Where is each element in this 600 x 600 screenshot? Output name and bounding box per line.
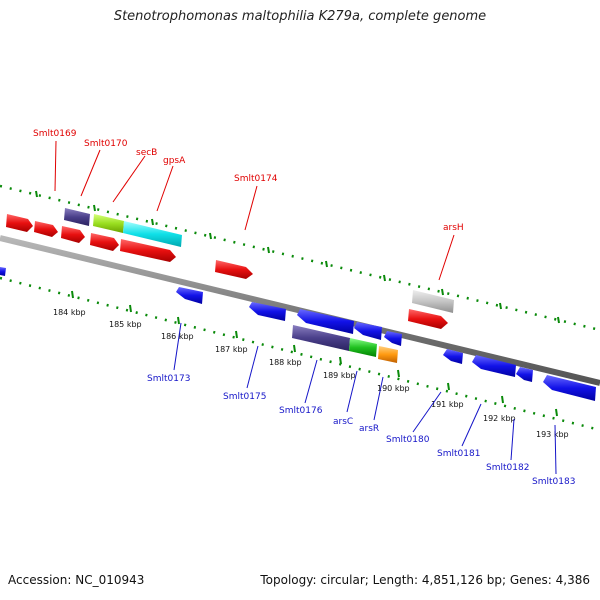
gene-label-gpsa: gpsA bbox=[163, 156, 186, 166]
genome-stats-text: Topology: circular; Length: 4,851,126 bp… bbox=[260, 573, 590, 587]
kbp-labels: 184 kbp 185 kbp 186 kbp 187 kbp 188 kbp … bbox=[53, 308, 569, 439]
gene-arrow[interactable] bbox=[6, 214, 33, 232]
gene-arrow[interactable] bbox=[408, 309, 448, 329]
kbp-label: 190 kbp bbox=[377, 384, 410, 393]
gene-label-arsc: arsC bbox=[333, 417, 353, 427]
kbp-label: 188 kbp bbox=[269, 358, 302, 367]
forward-genes[interactable] bbox=[6, 208, 454, 329]
reverse-label-leaders bbox=[173, 322, 557, 475]
gene-label-smlt0181: Smlt0181 bbox=[437, 449, 480, 459]
gene-label-smlt0175: Smlt0175 bbox=[223, 392, 266, 402]
gene-label-smlt0170: Smlt0170 bbox=[84, 139, 128, 149]
gene-label-arsh: arsH bbox=[443, 223, 464, 233]
reverse-gene-labels: Smlt0173 Smlt0175 Smlt0176 arsC arsR Sml… bbox=[147, 374, 575, 487]
gene-arrow[interactable] bbox=[34, 221, 58, 237]
kbp-label: 191 kbp bbox=[431, 400, 464, 409]
gene-arrow[interactable] bbox=[292, 325, 350, 351]
gene-arrow[interactable] bbox=[384, 331, 402, 346]
gene-label-smlt0180: Smlt0180 bbox=[386, 435, 430, 445]
reverse-genes[interactable] bbox=[0, 267, 596, 401]
kbp-label: 187 kbp bbox=[215, 345, 248, 354]
kbp-label: 184 kbp bbox=[53, 308, 86, 317]
gene-arrow[interactable] bbox=[123, 221, 182, 247]
kbp-label: 185 kbp bbox=[109, 320, 142, 329]
kbp-label: 192 kbp bbox=[483, 414, 516, 423]
forward-gene-labels: Smlt0169 Smlt0170 secB gpsA Smlt0174 ars… bbox=[33, 129, 464, 233]
gene-arrow[interactable] bbox=[93, 214, 124, 233]
gene-arrow[interactable] bbox=[297, 309, 354, 334]
gene-arrow[interactable] bbox=[176, 287, 203, 304]
gene-arrow[interactable] bbox=[443, 349, 463, 364]
gene-label-smlt0176: Smlt0176 bbox=[279, 406, 323, 416]
forward-major-ticks bbox=[35, 190, 560, 324]
accession-text: Accession: NC_010943 bbox=[8, 573, 145, 587]
reverse-major-ticks bbox=[71, 290, 558, 417]
gene-arrow[interactable] bbox=[412, 290, 454, 313]
gene-label-secb: secB bbox=[136, 148, 157, 158]
kbp-label: 189 kbp bbox=[323, 371, 356, 380]
gene-label-smlt0183: Smlt0183 bbox=[532, 477, 575, 487]
kbp-label: 186 kbp bbox=[161, 332, 194, 341]
gene-arrow[interactable] bbox=[516, 367, 533, 382]
kbp-label: 193 kbp bbox=[536, 430, 569, 439]
gene-arrow[interactable] bbox=[543, 375, 596, 401]
gene-arrow[interactable] bbox=[215, 260, 253, 279]
gene-label-arsr: arsR bbox=[359, 424, 379, 434]
gene-arrow[interactable] bbox=[354, 322, 382, 340]
gene-arrow[interactable] bbox=[472, 355, 516, 377]
gene-label-smlt0182: Smlt0182 bbox=[486, 463, 529, 473]
gene-arrow[interactable] bbox=[90, 233, 119, 251]
map-title: Stenotrophomonas maltophilia K279a, comp… bbox=[113, 9, 487, 24]
gene-arrow[interactable] bbox=[349, 338, 377, 357]
gene-arrow[interactable] bbox=[249, 302, 286, 321]
gene-label-smlt0174: Smlt0174 bbox=[234, 174, 278, 184]
gene-arrow[interactable] bbox=[61, 226, 85, 243]
gene-arrow[interactable] bbox=[120, 239, 176, 262]
gene-label-smlt0173: Smlt0173 bbox=[147, 374, 190, 384]
gene-arrow[interactable] bbox=[0, 267, 6, 276]
gene-arrow[interactable] bbox=[378, 346, 398, 363]
forward-label-leaders bbox=[54, 140, 455, 281]
gene-arrow[interactable] bbox=[64, 208, 90, 226]
gene-label-smlt0169: Smlt0169 bbox=[33, 129, 77, 139]
